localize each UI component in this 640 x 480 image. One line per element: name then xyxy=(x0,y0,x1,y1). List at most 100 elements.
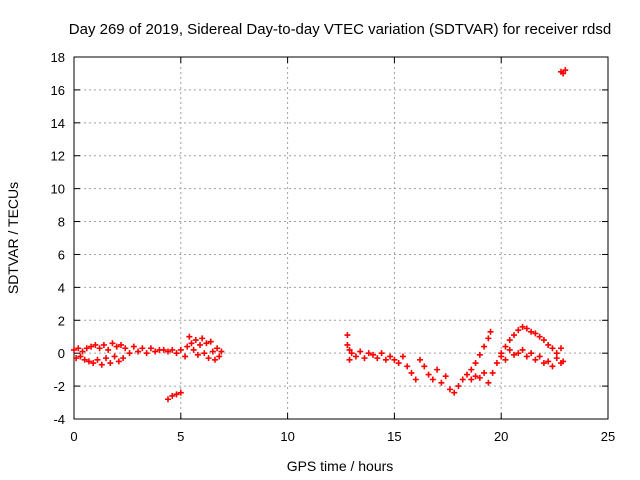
data-point xyxy=(545,341,552,348)
data-point xyxy=(540,337,547,344)
data-point xyxy=(481,343,488,350)
data-point xyxy=(438,379,445,386)
data-point xyxy=(207,338,214,345)
data-point xyxy=(201,350,208,357)
data-point xyxy=(75,345,82,352)
x-tick-labels: 0 5 10 15 20 25 xyxy=(70,429,615,444)
data-point xyxy=(352,353,359,360)
data-point xyxy=(485,335,492,342)
x-tick-label: 15 xyxy=(387,429,401,444)
data-point xyxy=(346,356,353,363)
data-point xyxy=(519,346,526,353)
data-point xyxy=(459,376,466,383)
data-point xyxy=(536,333,543,340)
data-point xyxy=(126,350,133,357)
data-point xyxy=(214,345,221,352)
data-point xyxy=(143,350,150,357)
data-point xyxy=(81,356,88,363)
data-point xyxy=(378,350,385,357)
data-point xyxy=(94,356,101,363)
data-point xyxy=(515,327,522,334)
data-point xyxy=(387,353,394,360)
data-point xyxy=(130,343,137,350)
data-point xyxy=(216,353,223,360)
data-point xyxy=(194,351,201,358)
data-point xyxy=(71,346,77,353)
data-point xyxy=(218,348,225,355)
data-point xyxy=(190,346,197,353)
y-tick-label: 14 xyxy=(51,116,65,131)
data-point xyxy=(361,355,368,362)
data-point xyxy=(549,345,556,352)
data-point xyxy=(203,340,210,347)
data-point xyxy=(192,337,199,344)
data-point xyxy=(502,343,509,350)
data-point xyxy=(79,348,86,355)
y-tick-label: 4 xyxy=(58,280,65,295)
data-point xyxy=(100,341,107,348)
y-tick-label: 6 xyxy=(58,247,65,262)
data-point xyxy=(382,356,389,363)
data-point xyxy=(73,355,80,362)
x-tick-label: 20 xyxy=(494,429,508,444)
y-tick-label: 2 xyxy=(58,313,65,328)
data-point xyxy=(446,386,453,393)
data-point xyxy=(182,353,189,360)
data-point xyxy=(417,356,424,363)
data-point xyxy=(481,369,488,376)
data-point xyxy=(117,341,124,348)
data-point xyxy=(545,358,552,365)
data-point xyxy=(519,323,526,330)
y-tick-labels: -4 -2 0 2 4 6 8 10 12 14 16 18 xyxy=(51,50,65,427)
data-point xyxy=(429,376,436,383)
data-point xyxy=(173,350,180,357)
data-point xyxy=(493,360,500,367)
x-tick-label: 10 xyxy=(280,429,294,444)
data-point xyxy=(92,341,99,348)
data-point xyxy=(487,328,494,335)
data-point xyxy=(532,356,539,363)
data-point xyxy=(511,351,518,358)
x-tick-label: 0 xyxy=(70,429,77,444)
data-point xyxy=(120,355,127,362)
data-point xyxy=(408,369,415,376)
data-point xyxy=(553,355,560,362)
data-point xyxy=(464,371,471,378)
data-point xyxy=(105,346,112,353)
y-axis-label: SDTVAR / TECUs xyxy=(5,182,21,294)
data-point xyxy=(560,70,567,77)
data-point xyxy=(344,341,351,348)
data-point xyxy=(523,325,530,332)
data-point xyxy=(455,383,462,390)
data-point xyxy=(173,391,180,398)
data-point xyxy=(164,348,171,355)
data-point xyxy=(476,374,483,381)
data-point xyxy=(560,358,567,365)
data-point xyxy=(511,332,518,339)
data-point xyxy=(115,358,122,365)
x-tick-label: 25 xyxy=(601,429,615,444)
data-point xyxy=(506,346,513,353)
plot-frame xyxy=(73,56,609,420)
data-point xyxy=(139,345,146,352)
data-point xyxy=(188,340,195,347)
y-tick-label: 12 xyxy=(51,149,65,164)
data-point xyxy=(476,351,483,358)
data-point xyxy=(147,345,154,352)
data-point xyxy=(562,67,569,74)
data-point xyxy=(489,369,496,376)
data-point xyxy=(528,350,535,357)
data-point xyxy=(506,337,513,344)
data-point xyxy=(404,363,411,370)
data-point xyxy=(357,348,364,355)
data-point xyxy=(391,356,398,363)
data-point xyxy=(421,363,428,370)
x-tick-label: 5 xyxy=(177,429,184,444)
y-tick-label: 10 xyxy=(51,182,65,197)
data-point xyxy=(515,350,522,357)
data-point xyxy=(186,333,193,340)
chart-title: Day 269 of 2019, Sidereal Day-to-day VTE… xyxy=(69,21,611,38)
data-point xyxy=(365,350,372,357)
data-point xyxy=(85,358,92,365)
